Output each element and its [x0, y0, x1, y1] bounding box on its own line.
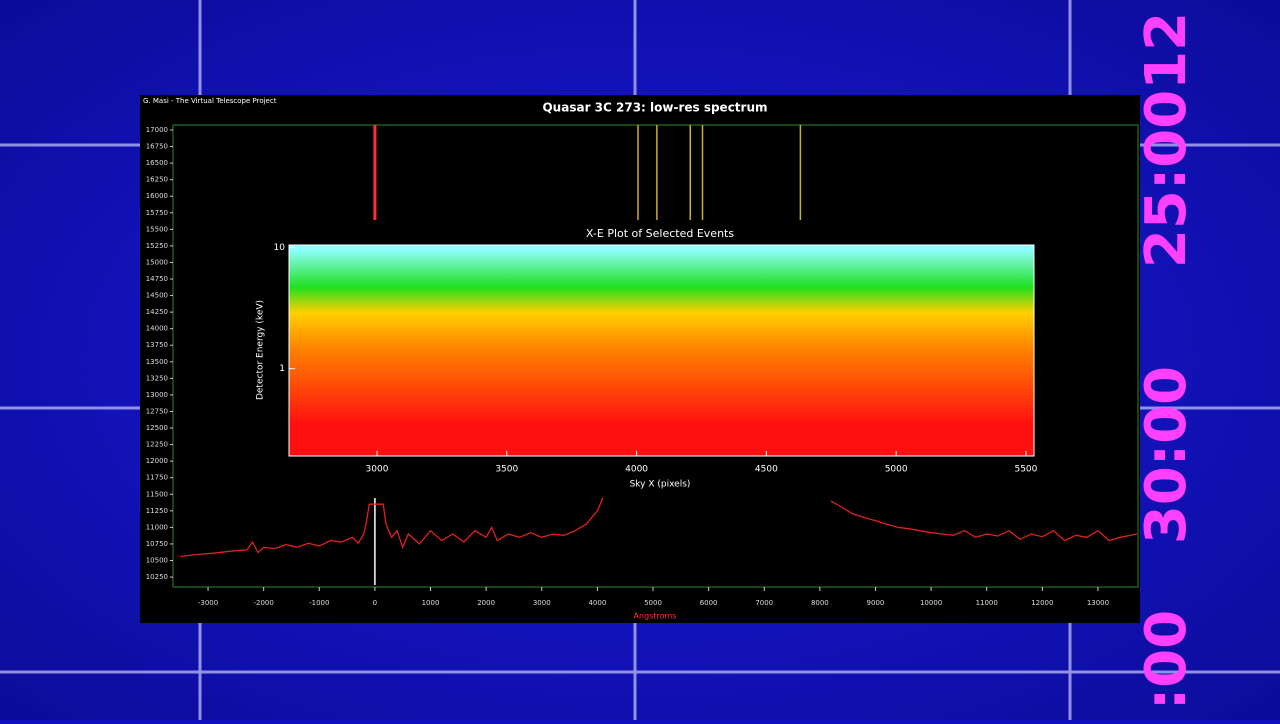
x-tick-label: 10000 [920, 599, 942, 607]
y-tick-label: 15500 [146, 225, 168, 233]
x-tick-label: 3500 [495, 465, 518, 475]
inset-x-label: Sky X (pixels) [630, 480, 691, 490]
y-tick-label: 11500 [146, 490, 168, 498]
y-tick-label: 14500 [146, 292, 168, 300]
timecode-text: :00 [1134, 610, 1199, 710]
event-density [289, 245, 1034, 456]
x-tick-label: 4000 [588, 599, 606, 607]
x-axis-label: Angstroms [634, 612, 677, 621]
y-tick-label: 10250 [146, 573, 168, 581]
x-tick-label: 11000 [976, 599, 998, 607]
x-tick-label: 5000 [885, 465, 908, 475]
y-tick-label: 11250 [146, 507, 168, 515]
y-tick-label: 15750 [146, 209, 168, 217]
y-tick-label: 10500 [146, 557, 168, 565]
y-tick-label: 12500 [146, 424, 168, 432]
x-tick-label: 13000 [1087, 599, 1109, 607]
x-tick-label: -2000 [253, 599, 273, 607]
x-tick-label: 9000 [867, 599, 885, 607]
y-tick-label: 16750 [146, 143, 168, 151]
x-tick-label: 2000 [477, 599, 495, 607]
x-tick-label: 6000 [700, 599, 718, 607]
y-tick-label: 13000 [146, 391, 168, 399]
y-tick-label: 14000 [146, 325, 168, 333]
timecode: 25:0012 30:00 :00 [1134, 12, 1199, 710]
y-tick-label: 11750 [146, 474, 168, 482]
inset-frame [288, 244, 1035, 457]
y-tick-label: 16000 [146, 192, 168, 200]
y-tick-label: 11000 [146, 523, 168, 531]
y-tick-label: 10 [274, 243, 286, 253]
y-tick-label: 16250 [146, 176, 168, 184]
x-tick-label: 0 [373, 599, 377, 607]
x-tick-label: 4000 [625, 465, 648, 475]
y-tick-label: 12000 [146, 457, 168, 465]
inset-title: X-E Plot of Selected Events [586, 227, 734, 240]
y-tick-label: 14750 [146, 275, 168, 283]
y-tick-label: 10750 [146, 540, 168, 548]
x-tick-label: 4500 [755, 465, 778, 475]
credit: G. Masi - The Virtual Telescope Project [143, 97, 277, 105]
timecode-text: 25:0012 [1134, 12, 1199, 268]
y-tick-label: 12750 [146, 407, 168, 415]
plot-frame [172, 124, 1139, 588]
y-tick-label: 15000 [146, 258, 168, 266]
y-tick-label: 13500 [146, 358, 168, 366]
x-tick-label: 3000 [366, 465, 389, 475]
spectrum-line [180, 497, 1138, 558]
x-tick-label: 5000 [644, 599, 662, 607]
timecode-text: 30:00 [1134, 366, 1199, 544]
y-tick-label: 13750 [146, 341, 168, 349]
y-tick-label: 15250 [146, 242, 168, 250]
y-tick-label: 1 [279, 364, 285, 374]
y-tick-label: 13250 [146, 374, 168, 382]
x-tick-label: -3000 [198, 599, 218, 607]
x-tick-label: 7000 [755, 599, 773, 607]
y-tick-label: 16500 [146, 159, 168, 167]
x-tick-label: 1000 [422, 599, 440, 607]
inset-y-label: Detector Energy (keV) [256, 300, 266, 400]
y-tick-label: 14250 [146, 308, 168, 316]
y-tick-label: 17000 [146, 126, 168, 134]
x-tick-label: -1000 [309, 599, 329, 607]
x-tick-label: 12000 [1031, 599, 1053, 607]
chart-title: Quasar 3C 273: low-res spectrum [542, 101, 767, 115]
x-tick-label: 5500 [1014, 465, 1037, 475]
x-tick-label: 3000 [533, 599, 551, 607]
x-tick-label: 8000 [811, 599, 829, 607]
y-tick-label: 12250 [146, 441, 168, 449]
